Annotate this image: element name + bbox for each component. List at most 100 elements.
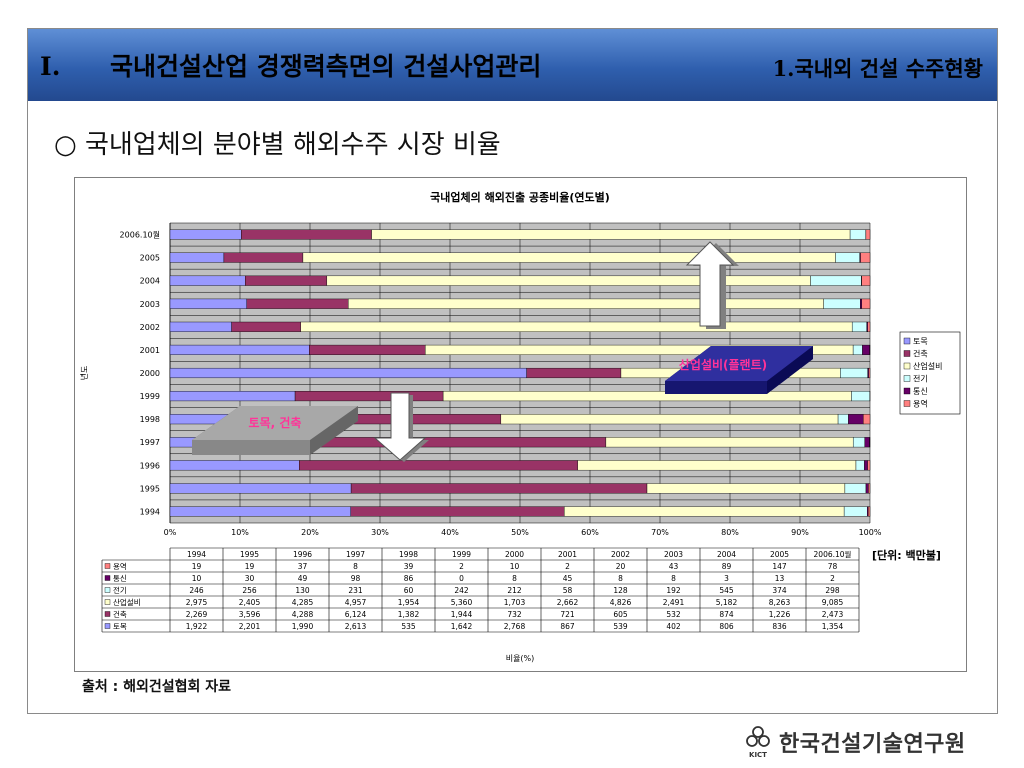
table-cell: 2,768 bbox=[504, 622, 526, 631]
bar-segment bbox=[577, 460, 857, 471]
table-cell: 836 bbox=[772, 622, 787, 631]
legend-swatch bbox=[903, 387, 911, 395]
table-row-swatch bbox=[104, 575, 111, 581]
table-cell: 1,954 bbox=[398, 598, 420, 607]
y-tick-label: 1994 bbox=[140, 507, 160, 516]
bar-segment bbox=[246, 298, 349, 309]
x-axis-label: 비율(%) bbox=[506, 654, 535, 663]
table-header-cell: 1994 bbox=[187, 550, 206, 559]
table-cell: 8,263 bbox=[769, 598, 791, 607]
legend-swatch bbox=[903, 375, 911, 382]
bar-segment bbox=[837, 414, 849, 425]
table-cell: 867 bbox=[560, 622, 575, 631]
table-cell: 4,288 bbox=[292, 610, 314, 619]
table-cell: 874 bbox=[719, 610, 734, 619]
bar-segment bbox=[868, 367, 871, 379]
bar-segment bbox=[231, 321, 301, 332]
source-note: 출처 : 해외건설협회 자료 bbox=[82, 679, 232, 695]
table-header-cell: 2002 bbox=[611, 550, 630, 559]
table-cell: 19 bbox=[192, 562, 202, 571]
table-cell: 13 bbox=[775, 574, 785, 583]
x-tick-label: 0% bbox=[164, 528, 177, 537]
table-cell: 4,826 bbox=[610, 598, 632, 607]
bar-segment bbox=[350, 506, 565, 517]
table-cell: 78 bbox=[828, 562, 838, 571]
table-cell: 374 bbox=[772, 586, 787, 595]
slide-title: 국내건설산업 경쟁력측면의 건설사업관리 bbox=[110, 52, 542, 81]
bar-segment bbox=[851, 391, 871, 402]
data-table: 1994 1995 1996 1997 1998 1999 2000 2001 2002 2003… bbox=[101, 547, 860, 633]
bar-segment bbox=[860, 252, 871, 263]
table-cell: 45 bbox=[563, 574, 573, 583]
table-row-label: 통신 bbox=[113, 574, 127, 583]
table-cell: 8 bbox=[512, 574, 517, 583]
table-header-cell: 1996 bbox=[293, 550, 312, 559]
section-number: I. bbox=[40, 52, 61, 81]
table-row-swatch bbox=[104, 611, 111, 617]
table-cell: 10 bbox=[192, 574, 202, 583]
kict-emblem-icon: KICT bbox=[746, 726, 770, 759]
x-tick-label: 60% bbox=[581, 528, 599, 537]
table-cell: 60 bbox=[404, 586, 414, 595]
bar-segment bbox=[326, 275, 811, 286]
y-tick-label: 2004 bbox=[140, 277, 160, 286]
table-cell: 2,201 bbox=[239, 622, 261, 631]
up-arrow-annotation bbox=[685, 241, 739, 329]
table-cell: 246 bbox=[189, 586, 204, 595]
bar-segment bbox=[169, 506, 352, 517]
legend-swatch bbox=[903, 362, 911, 370]
bar-segment bbox=[169, 367, 527, 379]
bar-segment bbox=[848, 414, 864, 425]
slide-frame bbox=[27, 28, 998, 714]
bar-segment bbox=[169, 344, 310, 355]
table-row-swatch bbox=[104, 563, 111, 569]
y-axis-label: 년도 bbox=[79, 366, 89, 381]
table-cell: 37 bbox=[298, 562, 308, 571]
table-cell: 128 bbox=[613, 586, 628, 595]
bar-segment bbox=[843, 506, 868, 517]
bar-segment bbox=[169, 229, 242, 240]
table-cell: 98 bbox=[351, 574, 361, 583]
table-cell: 49 bbox=[298, 574, 308, 583]
plant-annotation-label: 산업설비(플랜트) bbox=[679, 357, 767, 372]
legend-entry: 용역 bbox=[913, 399, 928, 409]
x-tick-label: 80% bbox=[721, 528, 739, 537]
table-cell: 9,085 bbox=[822, 598, 844, 607]
table-cell: 192 bbox=[666, 586, 681, 595]
table-cell: 3,596 bbox=[239, 610, 261, 619]
x-tick-label: 90% bbox=[791, 528, 809, 537]
legend-swatch bbox=[903, 350, 911, 357]
bar-segment bbox=[840, 367, 868, 379]
y-tick-label: 1996 bbox=[140, 461, 160, 470]
x-tick-label: 40% bbox=[441, 528, 459, 537]
table-cell: 89 bbox=[722, 562, 732, 571]
table-header-cell: 2006.10월 bbox=[814, 549, 852, 559]
table-cell: 43 bbox=[669, 562, 679, 571]
table-cell: 298 bbox=[825, 586, 840, 595]
table-cell: 20 bbox=[616, 562, 626, 571]
bar-segment bbox=[169, 275, 246, 286]
table-cell: 231 bbox=[348, 586, 363, 595]
table-cell: 30 bbox=[245, 574, 255, 583]
table-row-label: 용역 bbox=[113, 561, 127, 571]
chart-title: 국내업체의 해외진출 공종비율(연도별) bbox=[430, 190, 610, 204]
table-cell: 539 bbox=[613, 622, 628, 631]
table-cell: 8 bbox=[353, 562, 358, 571]
table-cell: 2,405 bbox=[239, 598, 261, 607]
table-row-label: 건축 bbox=[113, 609, 127, 619]
table-cell: 19 bbox=[245, 562, 255, 571]
x-tick-label: 70% bbox=[651, 528, 669, 537]
bar-segment bbox=[867, 321, 871, 332]
bar-segment bbox=[868, 483, 871, 494]
legend-entry: 산업설비 bbox=[913, 361, 942, 371]
table-cell: 1,944 bbox=[451, 610, 473, 619]
table-cell: 2,613 bbox=[345, 622, 367, 631]
kict-logo-text: 한국건설기술연구원 bbox=[779, 732, 966, 757]
bar-segment bbox=[851, 321, 868, 332]
y-tick-label: 2005 bbox=[140, 254, 160, 263]
bar-segment bbox=[865, 483, 869, 494]
bar-segment bbox=[861, 298, 871, 309]
x-tick-label: 50% bbox=[511, 528, 529, 537]
table-cell: 2 bbox=[830, 574, 835, 583]
table-cell: 732 bbox=[507, 610, 522, 619]
